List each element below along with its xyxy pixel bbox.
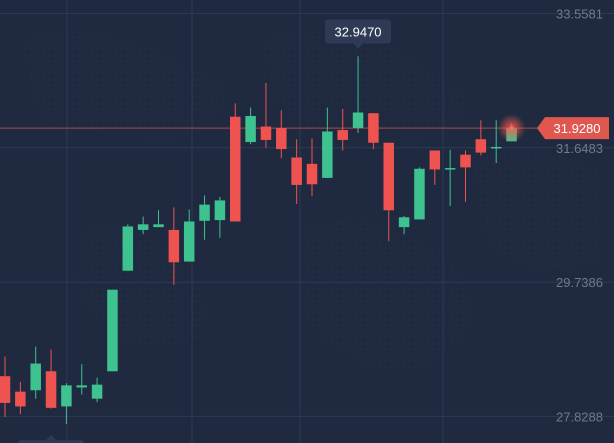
candle-20 — [306, 138, 318, 197]
candle-body — [460, 154, 471, 168]
candle-body — [429, 150, 441, 170]
candle-body — [352, 112, 364, 128]
candle-17 — [260, 82, 272, 148]
candle-1 — [15, 381, 26, 415]
candle-18 — [276, 110, 287, 159]
candle-body — [199, 204, 210, 221]
candle-body — [230, 116, 241, 222]
candle-14 — [214, 196, 226, 238]
candle-23 — [352, 56, 364, 133]
candle-body — [368, 113, 379, 143]
current-price-tag: 31.9280 — [497, 114, 609, 143]
candle-body — [137, 224, 149, 230]
candle-13 — [199, 195, 210, 240]
extreme-markers: 32.9470 27.6760 — [18, 19, 392, 443]
candle-21 — [322, 107, 333, 178]
candle-body — [214, 200, 226, 221]
candle-body — [45, 371, 57, 408]
candle-11 — [168, 207, 180, 285]
candle-body — [61, 385, 72, 407]
candle-27 — [414, 167, 425, 220]
y-axis-labels: 33.5581 31.6483 29.7386 27.8288 — [556, 6, 603, 424]
candle-body — [383, 142, 394, 211]
candle-body — [475, 139, 487, 153]
candle-8 — [122, 224, 134, 271]
candle-body — [91, 384, 103, 399]
candle-body — [30, 363, 41, 391]
candle-body — [490, 146, 502, 149]
candle-body — [306, 163, 318, 185]
candles-group — [0, 56, 517, 425]
candle-9 — [137, 216, 149, 235]
candle-body — [276, 127, 287, 150]
candle-body — [291, 157, 302, 185]
candle-body — [183, 221, 195, 262]
y-axis-label-3: 27.8288 — [556, 409, 603, 424]
candle-15 — [230, 103, 241, 222]
candle-4 — [61, 383, 72, 425]
low-marker: 27.6760 — [18, 435, 85, 443]
candle-26 — [398, 215, 410, 235]
candle-5 — [76, 364, 87, 395]
high-marker-label: 32.9470 — [335, 24, 382, 39]
candle-30 — [460, 150, 471, 202]
candle-12 — [183, 209, 195, 262]
candle-body — [107, 289, 118, 372]
candle-body — [444, 168, 456, 170]
candle-31 — [475, 120, 487, 156]
candle-28 — [429, 150, 441, 185]
candle-7 — [107, 289, 118, 372]
candle-3 — [45, 349, 57, 409]
candle-29 — [444, 149, 456, 207]
candle-body — [414, 168, 425, 220]
low-marker-box — [18, 440, 85, 443]
candle-32 — [490, 120, 502, 164]
candle-25 — [383, 142, 394, 242]
candle-body — [76, 385, 87, 388]
candle-19 — [291, 139, 302, 204]
candle-body — [260, 126, 272, 140]
candle-6 — [91, 377, 103, 403]
candle-body — [337, 130, 348, 140]
candle-body — [15, 391, 26, 407]
candle-0 — [0, 356, 11, 417]
price-dot — [509, 126, 514, 131]
price-tag-box — [537, 117, 609, 140]
candle-body — [122, 226, 134, 271]
low-marker-pointer — [46, 435, 57, 441]
candle-2 — [30, 346, 41, 399]
price-tag-label: 31.9280 — [554, 121, 601, 136]
y-axis-label-2: 29.7386 — [556, 275, 603, 290]
candle-body — [153, 224, 164, 228]
candle-body — [0, 376, 11, 403]
y-axis-label-1: 31.6483 — [556, 141, 603, 156]
candle-body — [398, 217, 410, 228]
candle-body — [322, 131, 333, 178]
high-marker-box — [325, 19, 392, 44]
high-marker-pointer — [353, 43, 364, 49]
candle-22 — [337, 108, 348, 151]
y-axis-label-0: 33.5581 — [556, 6, 603, 21]
candle-body — [168, 229, 180, 263]
candle-10 — [153, 210, 164, 228]
candle-24 — [368, 113, 379, 150]
high-marker: 32.9470 — [325, 19, 392, 49]
candle-16 — [245, 107, 256, 145]
candle-body — [245, 116, 256, 143]
